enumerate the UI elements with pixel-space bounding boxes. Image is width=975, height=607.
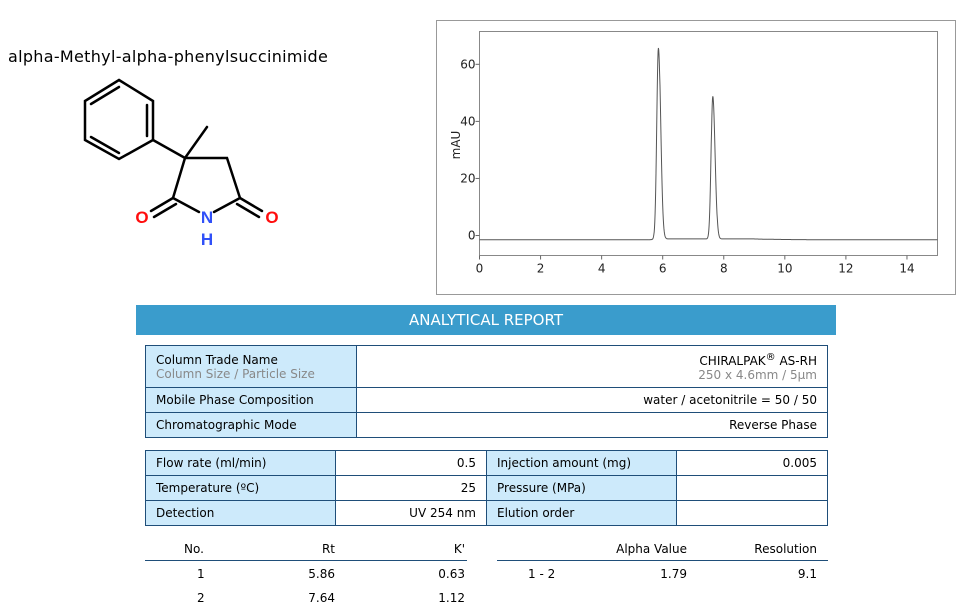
mode-label: Chromatographic Mode: [145, 412, 357, 438]
x-tick-label: 0: [476, 262, 484, 276]
chromatogram-trace: [479, 47, 938, 241]
header-k: K': [453, 542, 465, 556]
cell: 0.63: [438, 567, 465, 581]
report-banner: ANALYTICAL REPORT: [136, 305, 836, 335]
column-row: Column Trade Name Column Size / Particle …: [145, 345, 828, 388]
y-tick-label: 0: [468, 229, 476, 243]
cell: 1 - 2: [528, 567, 556, 581]
mode-row: Chromatographic Mode Reverse Phase: [145, 412, 828, 438]
condition-label: Pressure (MPa): [486, 475, 677, 501]
chart-frame: [436, 20, 956, 295]
mobile-phase-value: water / acetonitrile = 50 / 50: [356, 387, 828, 413]
cell: 7.64: [308, 591, 335, 605]
x-tick-label: 2: [537, 262, 545, 276]
divider: [145, 560, 467, 561]
condition-label: Elution order: [486, 500, 677, 526]
header-no: No.: [184, 542, 204, 556]
condition-label: Flow rate (ml/min): [145, 450, 336, 476]
x-tick-label: 10: [777, 262, 792, 276]
condition-label: Injection amount (mg): [486, 450, 677, 476]
cell: 1.12: [438, 591, 465, 605]
y-tick-label: 60: [460, 57, 475, 71]
column-value-suffix: AS-RH: [775, 353, 817, 368]
cell: 1.79: [660, 567, 687, 581]
condition-row: Flow rate (ml/min) 0.5 Injection amount (m…: [145, 450, 828, 476]
x-tick-label: 14: [899, 262, 914, 276]
y-axis-label: mAU: [449, 131, 463, 160]
bonds: [151, 125, 242, 214]
condition-value: [676, 500, 828, 526]
condition-value: 0.5: [335, 450, 487, 476]
y-tick-label: 20: [460, 171, 475, 185]
divider: [497, 560, 828, 561]
atom-o-right: O: [265, 208, 278, 227]
atom-n: N: [201, 208, 213, 227]
registered-mark: ®: [765, 351, 776, 363]
mobile-phase-row: Mobile Phase Composition water / acetonit…: [145, 387, 828, 413]
column-label: Column Trade Name: [156, 352, 278, 367]
condition-value: [676, 475, 828, 501]
compound-name: alpha-Methyl-alpha-phenylsuccinimide: [8, 47, 329, 66]
conditions-table: Flow rate (ml/min) 0.5 Injection amount (m…: [145, 450, 828, 526]
condition-label: Temperature (ºC): [145, 475, 336, 501]
cell: 1: [197, 567, 205, 581]
condition-value: 0.005: [676, 450, 828, 476]
y-tick-label: 40: [460, 114, 475, 128]
condition-row: Detection UV 254 nm Elution order: [145, 500, 828, 526]
ring-double-bonds: [89, 85, 149, 155]
cell: 5.86: [308, 567, 335, 581]
atom-h: H: [201, 230, 213, 249]
column-info-table: Column Trade Name Column Size / Particle …: [145, 345, 828, 438]
condition-value: 25: [335, 475, 487, 501]
atom-o-left: O: [135, 208, 148, 227]
x-tick-label: 12: [838, 262, 853, 276]
phenyl-ring: [83, 78, 155, 161]
x-tick-label: 8: [720, 262, 728, 276]
header-rt: Rt: [321, 542, 335, 556]
plot-area: [479, 31, 938, 256]
column-value: CHIRALPAK: [699, 353, 766, 368]
mode-value: Reverse Phase: [356, 412, 828, 438]
column-size-value: 250 x 4.6mm / 5µm: [698, 367, 817, 382]
condition-row: Temperature (ºC) 25 Pressure (MPa): [145, 475, 828, 501]
condition-value: UV 254 nm: [335, 500, 487, 526]
header-alpha: Alpha Value: [616, 542, 687, 556]
mobile-phase-label: Mobile Phase Composition: [145, 387, 357, 413]
cell: 2: [197, 591, 205, 605]
x-tick-label: 4: [598, 262, 606, 276]
header-resolution: Resolution: [754, 542, 817, 556]
carbonyl-bonds: [149, 196, 264, 219]
chromatogram: 0 2 4 6 8 10 12 14 0 20 40 60 mAU: [436, 20, 956, 295]
x-tick-label: 6: [659, 262, 667, 276]
condition-label: Detection: [145, 500, 336, 526]
cell: 9.1: [797, 567, 817, 581]
column-size-label: Column Size / Particle Size: [156, 366, 315, 381]
chemical-structure: O O N H: [83, 78, 279, 249]
